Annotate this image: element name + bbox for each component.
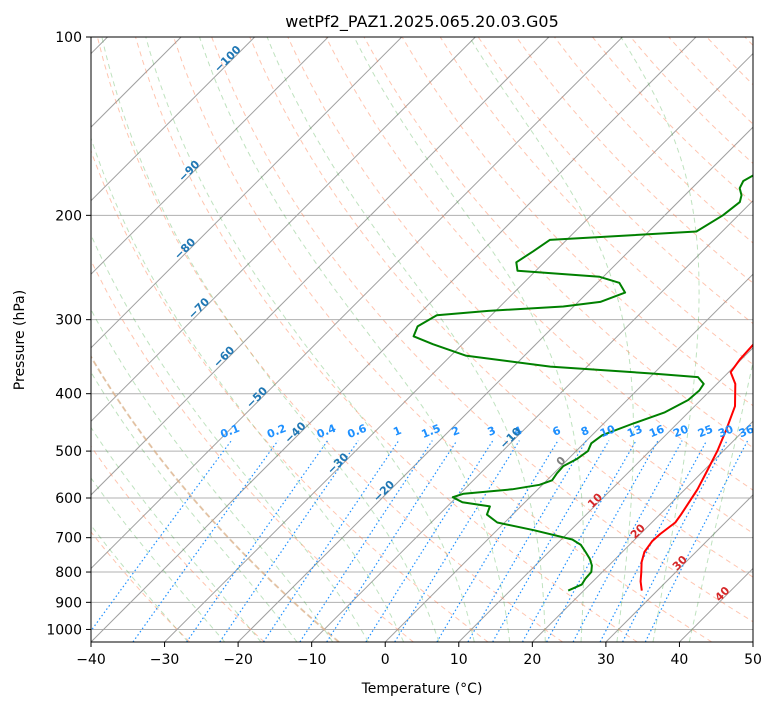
- y-tick-label: 1000: [46, 622, 82, 638]
- x-tick-label: 30: [597, 652, 615, 668]
- dry-adiabat-line: [287, 37, 753, 534]
- mixing-ratio-label: 8: [579, 424, 591, 439]
- mixing-ratio-label: 3: [486, 424, 498, 439]
- isotherm-line: [91, 37, 550, 496]
- mixing-ratio-label: 36: [737, 422, 756, 440]
- isotherm-line: [531, 420, 753, 642]
- isotherm-line: [384, 273, 753, 642]
- grid-layer: [91, 37, 753, 642]
- mixing-ratio-line: [521, 440, 637, 642]
- mixing-ratio-line: [365, 440, 494, 642]
- y-tick-label: 500: [55, 444, 82, 460]
- mixing-ratio-line: [572, 440, 683, 642]
- mixing-ratio-label: 20: [671, 422, 690, 440]
- moist-adiabat-line: [91, 477, 226, 642]
- y-tick-label: 100: [55, 30, 82, 46]
- moist-adiabat-line: [145, 37, 475, 642]
- y-tick-label: 300: [55, 313, 82, 329]
- isotherm-line: [91, 37, 697, 642]
- isotherm-line: [605, 494, 753, 642]
- moist-adiabat-line: [353, 37, 585, 642]
- mixing-ratio-line: [326, 440, 458, 642]
- chart-title: wetPf2_PAZ1.2025.065.20.03.G05: [285, 12, 559, 32]
- moist-adiabat-line: [101, 37, 440, 642]
- mixing-ratio-label: 16: [647, 422, 666, 440]
- mixing-ratio-line: [467, 440, 587, 642]
- moist-adiabat-line: [91, 308, 334, 642]
- y-tick-label: 800: [55, 565, 82, 581]
- dry-adiabat-line: [211, 37, 753, 623]
- isotherm-line: [91, 37, 256, 202]
- plot-frame: [90, 36, 754, 643]
- mixing-ratio-label: 30: [716, 422, 735, 440]
- dry-adiabat-line: [401, 37, 753, 407]
- isotherm-line: [91, 37, 476, 423]
- moist-adiabat-line: [91, 136, 405, 642]
- x-axis-label: Temperature (°C): [361, 681, 483, 697]
- y-tick-label: 900: [55, 595, 82, 611]
- mixing-ratio-line: [91, 440, 232, 632]
- x-tick-label: 20: [523, 652, 541, 668]
- x-tick-label: 0: [381, 652, 390, 668]
- x-tick-label: −40: [76, 652, 106, 668]
- moist-adiabat-line: [91, 233, 369, 642]
- mixing-ratio-line: [132, 440, 279, 642]
- mixing-ratio-line: [186, 440, 329, 642]
- x-axis: −40 −30 −20 −10 0 10 20 30 40 50: [76, 642, 762, 668]
- dry-adiabat-line: [91, 259, 414, 642]
- moist-adiabat-line: [620, 37, 700, 642]
- dry-adiabat-line: [96, 37, 563, 642]
- x-tick-label: 50: [744, 652, 762, 668]
- dry-adiabat-line: [249, 37, 753, 578]
- dry-adiabat-line: [173, 37, 713, 642]
- mixing-ratio-line: [299, 440, 433, 642]
- mixing-ratio-label: 2: [450, 424, 462, 439]
- reference-adiabat-line: [91, 354, 340, 642]
- mixing-ratio-line: [644, 440, 749, 642]
- temperature-profile-line: [639, 343, 753, 591]
- isotherm-line: [91, 37, 623, 570]
- isotherm-line: [91, 37, 329, 275]
- mixing-ratio-label: 1: [391, 424, 403, 439]
- y-tick-label: 600: [55, 491, 82, 507]
- y-tick-label: 700: [55, 531, 82, 547]
- mixing-ratio-label: 10: [598, 422, 617, 440]
- mixing-ratio-label: 25: [696, 422, 715, 440]
- y-tick-label: 400: [55, 387, 82, 403]
- dry-adiabat-line: [91, 149, 489, 642]
- isotherm-line: [458, 347, 753, 642]
- isotherm-line: [237, 126, 753, 642]
- dry-adiabat-line: [439, 37, 753, 366]
- dry-adiabat-line: [91, 531, 191, 642]
- profile-layer: [412, 174, 753, 592]
- y-tick-label: 200: [55, 208, 82, 224]
- dry-adiabat-line: [135, 37, 638, 642]
- mixing-ratio-line: [262, 440, 400, 642]
- x-tick-label: 40: [671, 652, 689, 668]
- dry-adiabat-line: [91, 445, 265, 642]
- y-axis: 1000 900 800 700 600 500 400 300 200 100: [46, 30, 91, 638]
- x-tick-label: −20: [223, 652, 253, 668]
- dewpoint-profile-line: [412, 174, 753, 592]
- mixing-ratio-label: 13: [625, 422, 644, 440]
- mixing-ratio-line: [219, 440, 359, 642]
- isotherm-line: [91, 37, 403, 349]
- mixing-ratio-line: [492, 440, 610, 642]
- x-tick-label: 10: [450, 652, 468, 668]
- x-tick-label: −10: [297, 652, 327, 668]
- y-axis-label: Pressure (hPa): [12, 290, 28, 390]
- x-tick-label: −30: [150, 652, 180, 668]
- mixing-ratio-line: [394, 440, 520, 642]
- isotherm-line: [164, 52, 753, 642]
- isotherm-line: [311, 199, 753, 642]
- dry-adiabat-line: [515, 37, 753, 284]
- dry-adiabat-layer: [91, 37, 753, 642]
